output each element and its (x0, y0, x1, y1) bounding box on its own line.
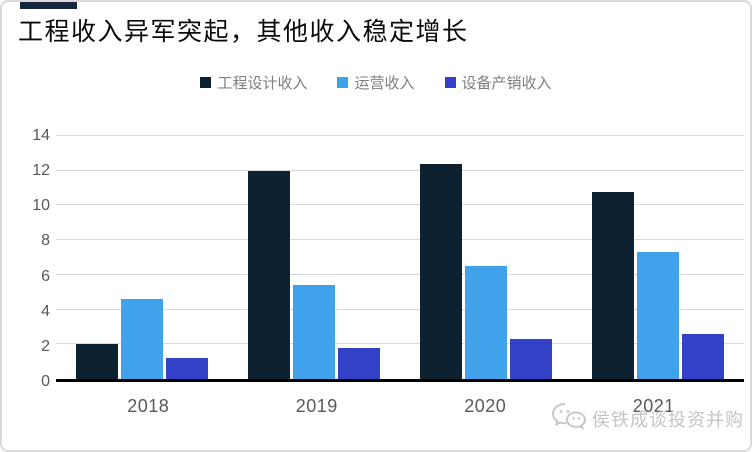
bar-工程设计收入-2019 (248, 170, 290, 379)
bar-group-2019 (228, 136, 400, 379)
x-axis-labels: 2018 2019 2020 2021 (64, 396, 738, 417)
bar-group-2020 (400, 136, 572, 379)
bar-工程设计收入-2021 (592, 191, 634, 379)
legend-item-工程设计收入: 工程设计收入 (200, 72, 307, 93)
legend-label: 工程设计收入 (217, 75, 308, 92)
y-tick-label: 14 (32, 127, 50, 144)
y-tick-label: 4 (41, 302, 50, 320)
bar-设备产销收入-2020 (510, 339, 552, 379)
chart-area: 0 2 4 6 8 10 12 14 2018 2019 2020 2021 (10, 128, 744, 416)
x-tick-label-2020: 2020 (464, 396, 507, 416)
legend-swatch-icon (444, 77, 456, 88)
bar-运营收入-2020 (465, 266, 507, 379)
bar-工程设计收入-2018 (76, 344, 118, 379)
legend-item-设备产销收入: 设备产销收入 (444, 72, 552, 93)
bar-设备产销收入-2021 (682, 333, 724, 379)
bar-工程设计收入-2020 (420, 163, 462, 379)
chart-title: 工程收入异军突起，其他收入稳定增长 (18, 18, 469, 46)
title-accent-bar (20, 2, 77, 9)
wechat-icon (551, 401, 587, 436)
gridline (56, 169, 744, 171)
x-tick-label-2021: 2021 (632, 396, 675, 416)
y-tick-label: 12 (32, 162, 50, 180)
gridline (56, 273, 744, 275)
y-tick-label: 2 (41, 337, 50, 355)
bar-运营收入-2018 (121, 299, 163, 379)
legend: 工程设计收入 运营收入 设备产销收入 (2, 72, 750, 93)
y-tick-label: 10 (32, 197, 50, 215)
legend-label: 运营收入 (354, 75, 415, 92)
y-tick-label: 6 (41, 267, 50, 285)
bar-group-2021 (572, 136, 744, 379)
bar-设备产销收入-2018 (166, 358, 208, 379)
legend-item-运营收入: 运营收入 (337, 72, 415, 93)
gridline (56, 204, 744, 206)
watermark-text: 侯铁成谈投资并购 (592, 409, 744, 430)
bar-group-2018 (56, 136, 228, 379)
gridline (56, 135, 744, 136)
y-tick-label: 0 (41, 373, 50, 390)
x-tick-label-2018: 2018 (127, 396, 170, 416)
x-tick-label-2019: 2019 (295, 396, 338, 416)
gridline (56, 239, 744, 241)
bar-groups (56, 136, 744, 379)
legend-label: 设备产销收入 (461, 75, 552, 92)
watermark: 侯铁成谈投资并购 (551, 401, 744, 436)
bar-运营收入-2019 (293, 285, 335, 379)
y-axis: 0 2 4 6 8 10 12 14 (10, 128, 52, 390)
legend-swatch-icon (200, 77, 212, 88)
plot-area (56, 135, 744, 382)
legend-swatch-icon (337, 77, 349, 88)
bar-设备产销收入-2019 (338, 347, 380, 379)
bar-运营收入-2021 (637, 252, 679, 379)
gridline (56, 308, 744, 310)
y-tick-label: 8 (41, 232, 50, 250)
gridline (56, 343, 744, 345)
